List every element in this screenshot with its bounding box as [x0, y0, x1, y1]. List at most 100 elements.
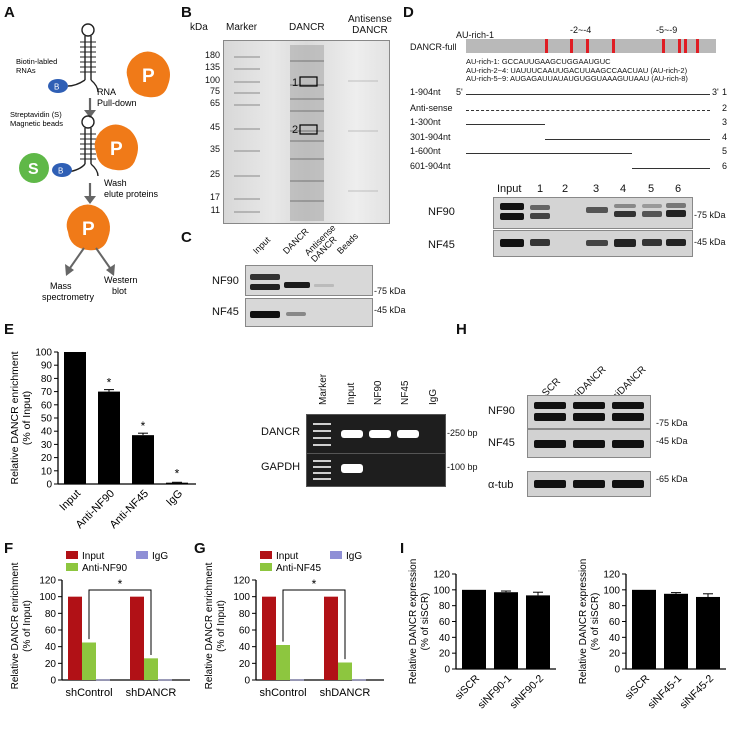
panel-c-mw-75: -75 kDa [374, 286, 406, 296]
protein-p-text-bound: P [110, 139, 123, 160]
strep-line2: Magnetic beads [10, 119, 63, 128]
f-sig-star: * [118, 577, 123, 591]
e-star-1: * [107, 376, 112, 390]
wash-label: Wash elute proteins [104, 178, 159, 199]
i-right-bar-siSCR [632, 589, 656, 669]
panel-d-seq1: AU-rich-1: GCCAUUGAAGCUGGAAUGUC [466, 57, 611, 66]
panel-c-row-nf90: NF90 [212, 275, 239, 287]
i-left-xlabel-siNF90-1: siNF90-1 [476, 673, 515, 712]
panel-e-lane-nf90: NF90 [373, 380, 384, 405]
streptavidin-s-icon [19, 153, 49, 183]
panel-d-mw-45: -45 kDa [694, 237, 726, 247]
pulldown-line2: Pull-down [97, 98, 137, 108]
panel-d-seq2: AU-rich-2~4: UAUUUCAAUUGACUUAAGCCAACUAU … [466, 65, 688, 75]
i-right-ylabel-line-2: (% of siSCR) [590, 593, 601, 651]
i-left-bar-siNF90-1 [494, 592, 518, 669]
panel-d-construct-line-4 [545, 139, 710, 140]
i-right-ylabel-line-1: Relative DANCR expression [578, 559, 589, 685]
panel-e-mw-100: -100 bp [447, 462, 478, 472]
i-left-ylabel-line-1: Relative DANCR expression [408, 559, 419, 685]
protein-p-icon-bottom: P [66, 204, 111, 251]
rna-hairpin-icon [67, 23, 99, 93]
i-right-xlabel-siNF45-1: siNF45-1 [646, 673, 685, 712]
protein-p-icon-bound: P [94, 124, 138, 171]
f-xlabel-shControl: shControl [65, 687, 112, 699]
panel-b-marker-180: 180 [204, 50, 220, 60]
e-ylabel: Relative DANCR enrichment(% of Input) [9, 351, 33, 484]
panel-d-mw-75: -75 kDa [694, 210, 726, 220]
panel-c-blot-nf45 [245, 298, 373, 327]
g-ytick-label-120: 120 [233, 576, 250, 587]
panel-h-row-atub: α-tub [488, 479, 514, 491]
biotin-line2: RNAs [16, 66, 36, 75]
panel-e-lane-nf45: NF45 [400, 380, 411, 405]
strep-s-text: S [28, 161, 39, 178]
panel-d-construct-line-1 [466, 94, 710, 95]
g-bar-shDANCR-Input [324, 596, 338, 680]
pulldown-line1: RNA [97, 87, 116, 97]
panel-letter-i: I [400, 540, 405, 557]
i-right-ytick-label-120: 120 [603, 570, 620, 581]
panel-e-mw-250: -250 bp [447, 428, 478, 438]
panel-d-row-nf90: NF90 [428, 206, 455, 218]
panel-e-lane-marker: Marker [318, 373, 329, 405]
g-legend-swatch-2 [330, 551, 342, 559]
panel-b-marker-45: 45 [209, 122, 220, 132]
f-ylabel-line-2: (% of Input) [22, 600, 33, 652]
g-ylabel-line-2: (% of Input) [216, 600, 227, 652]
panel-h-blot-nf45 [527, 429, 651, 458]
f-bar-shDANCR-IgG [158, 679, 172, 681]
panel-letter-a: A [4, 4, 15, 21]
e-ytick-label-20: 20 [41, 453, 53, 464]
e-ytick-label-90: 90 [41, 361, 53, 372]
panel-b-gel-bands [234, 45, 378, 221]
panel-h-mw-65: -65 kDa [656, 474, 688, 484]
f-ylabel: Relative DANCR enrichment(% of Input) [10, 562, 33, 689]
f-sig-bracket [88, 589, 152, 655]
panel-d-lane-3: 3 [593, 183, 600, 195]
f-legend-label-2: IgG [152, 551, 168, 562]
g-bar-shControl-IgG [290, 679, 304, 681]
strep-label: Streptavidin (S) Magnetic beads [10, 110, 64, 128]
biotin-b-text-2: B [58, 167, 63, 176]
panel-letter-c: C [181, 229, 192, 246]
strep-line1: Streptavidin (S) [10, 110, 62, 119]
f-bar-shControl-Input [68, 596, 82, 680]
rna-hairpin-icon-2 [67, 115, 99, 177]
g-ytick-label-20: 20 [239, 659, 251, 670]
i-right-ytick-label-100: 100 [603, 585, 620, 596]
e-ytick-label-50: 50 [41, 414, 53, 425]
e-ytick-label-40: 40 [41, 427, 53, 438]
panel-d-seq3: AU-rich-5~9: AUGAGAUUAUAUGUGGUAAAGUUAAU … [466, 74, 688, 83]
panel-d-blot-nf45 [493, 230, 693, 257]
panel-c-row-nf45: NF45 [212, 306, 239, 318]
i-left-ytick-label-0: 0 [444, 665, 450, 676]
f-xlabel-shDANCR: shDANCR [126, 687, 177, 699]
f-legend-swatch-0 [66, 551, 78, 559]
e-bar-Input [64, 352, 86, 484]
panel-letter-g: G [194, 540, 206, 557]
panel-b-lane-marker: Marker [226, 22, 258, 33]
i-right-ytick-label-80: 80 [609, 601, 621, 612]
f-legend-label-1: Anti-NF90 [82, 563, 127, 574]
panel-f-chart: 0 20 40 60 80 100 120 Relative DANCR enrichment… [10, 551, 190, 699]
f-legend-label-0: Input [82, 551, 104, 562]
panel-c-lane-input: Input [250, 234, 273, 256]
panel-g-chart: 0 20 40 60 80 100 120 Relative DANCR enrichment… [204, 551, 384, 699]
f-bar-shDANCR-Anti-NF90 [144, 658, 158, 680]
panel-h-mw-45: -45 kDa [656, 436, 688, 446]
panel-h-row-nf90: NF90 [488, 405, 515, 417]
panel-d-sequences: AU-rich-1: GCCAUUGAAGCUGGAAUGUC AU-rich-… [466, 57, 688, 84]
panel-e-lane-input: Input [346, 382, 357, 405]
i-left-ytick-label-120: 120 [433, 570, 450, 581]
wash-line1: Wash [104, 178, 127, 188]
i-right-ytick-label-0: 0 [614, 665, 620, 676]
g-legend-label-2: IgG [346, 551, 362, 562]
f-bar-shControl-IgG [96, 679, 110, 681]
panel-d-five-prime: 5' [456, 87, 463, 97]
panel-b-marker-11: 11 [210, 205, 220, 215]
g-legend-label-1: Anti-NF45 [276, 563, 321, 574]
pulldown-label: RNA Pull-down [97, 87, 137, 108]
